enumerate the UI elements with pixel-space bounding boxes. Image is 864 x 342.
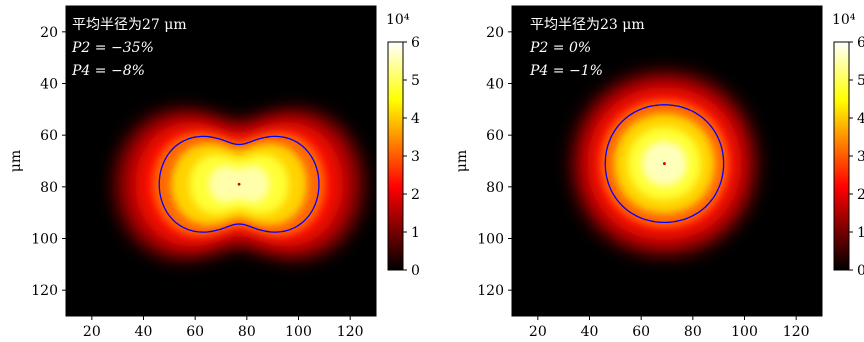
colorbar-tick-label: 5 xyxy=(411,73,420,89)
colorbar-tick-label: 3 xyxy=(857,149,864,165)
colorbar-tick-label: 3 xyxy=(411,149,420,165)
center-marker xyxy=(237,182,241,186)
x-tick-label: 40 xyxy=(135,324,153,340)
annotation-radius: 平均半径为23 μm xyxy=(530,17,645,33)
x-tick-label: 40 xyxy=(581,324,599,340)
y-tick-label: 20 xyxy=(40,25,58,41)
colorbar-multiplier: 10⁴ xyxy=(832,12,856,28)
annotation-p2: P2 = 0% xyxy=(529,40,591,56)
y-tick-label: 60 xyxy=(40,128,58,144)
y-tick-label: 120 xyxy=(31,283,58,299)
panel-label: (a) xyxy=(343,18,362,34)
colorbar-tick-label: 2 xyxy=(411,187,420,203)
colorbar-tick-label: 4 xyxy=(857,111,864,127)
x-tick-label: 120 xyxy=(783,324,810,340)
x-axis-ticks: 20 40 60 80 100 120 xyxy=(83,316,364,340)
y-tick-label: 20 xyxy=(486,25,504,41)
y-axis-label: μm xyxy=(454,150,470,172)
y-tick-label: 100 xyxy=(477,232,504,248)
plot-frame xyxy=(65,5,377,317)
fit-contour xyxy=(604,104,725,224)
y-tick-label: 120 xyxy=(477,283,504,299)
y-tick-label: 60 xyxy=(486,128,504,144)
fit-contour xyxy=(158,135,320,233)
colorbar-multiplier: 10⁴ xyxy=(386,12,410,28)
colorbar-tick-label: 6 xyxy=(857,35,864,51)
x-tick-label: 120 xyxy=(337,324,364,340)
x-tick-label: 60 xyxy=(186,324,204,340)
y-axis-ticks: 20 40 60 80 100 120 xyxy=(477,25,512,299)
panel-label: (b) xyxy=(790,18,810,34)
center-marker xyxy=(663,162,666,165)
x-tick-label: 100 xyxy=(285,324,312,340)
x-tick-label: 100 xyxy=(731,324,758,340)
x-tick-label: 20 xyxy=(529,324,547,340)
y-tick-label: 40 xyxy=(486,77,504,93)
y-tick-label: 80 xyxy=(40,180,58,196)
colorbar-tick-label: 0 xyxy=(857,263,864,279)
x-tick-label: 80 xyxy=(684,324,702,340)
x-tick-label: 80 xyxy=(238,324,256,340)
annotation-p4: P4 = −1% xyxy=(529,63,603,79)
colorbar-gradient xyxy=(387,41,404,271)
x-tick-label: 20 xyxy=(83,324,101,340)
annotation-p2: P2 = −35% xyxy=(71,40,154,56)
colorbar-tick-label: 4 xyxy=(411,111,420,127)
y-axis-ticks: 20 40 60 80 100 120 xyxy=(31,25,66,299)
plot-frame xyxy=(511,5,823,317)
x-tick-label: 60 xyxy=(632,324,650,340)
colorbar-tick-label: 2 xyxy=(857,187,864,203)
colorbar-tick-label: 0 xyxy=(411,263,420,279)
y-tick-label: 100 xyxy=(31,232,58,248)
colorbar-tick-label: 1 xyxy=(857,225,864,241)
y-axis-label: μm xyxy=(8,150,24,172)
annotation-p4: P4 = −8% xyxy=(71,63,145,79)
y-tick-label: 40 xyxy=(40,77,58,93)
colorbar-gradient xyxy=(833,41,850,271)
y-tick-label: 80 xyxy=(486,180,504,196)
colorbar-tick-label: 5 xyxy=(857,73,864,89)
colorbar-tick-label: 1 xyxy=(411,225,420,241)
x-axis-ticks: 20 40 60 80 100 120 xyxy=(529,316,810,340)
annotation-radius: 平均半径为27 μm xyxy=(72,17,187,33)
colorbar-tick-label: 6 xyxy=(411,35,420,51)
